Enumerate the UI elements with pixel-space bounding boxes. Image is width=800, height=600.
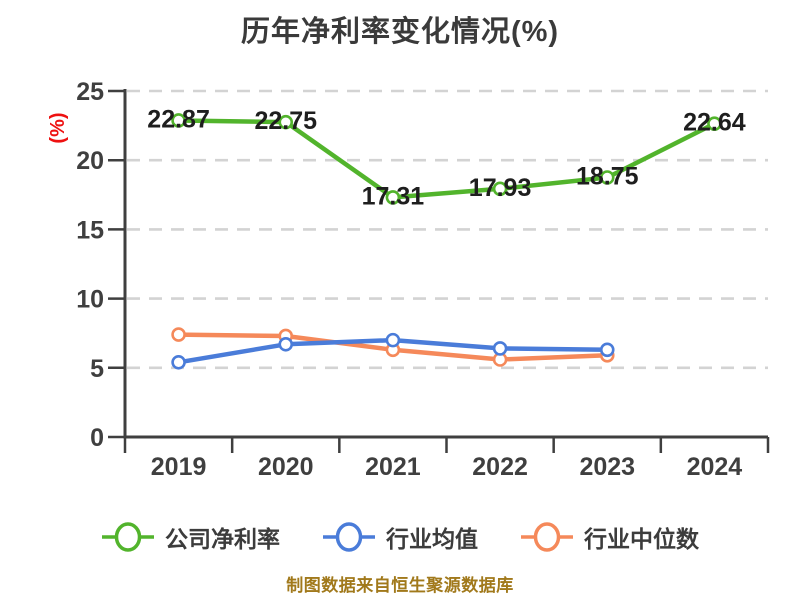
- y-tick-label: 0: [90, 424, 104, 452]
- legend-item-2: 行业中位数: [520, 520, 699, 554]
- y-tick-label: 5: [90, 355, 104, 383]
- data-point-label: 18.75: [576, 163, 639, 191]
- series-line: [176, 118, 717, 200]
- data-point-marker: [492, 181, 508, 197]
- data-point-marker: [707, 116, 722, 131]
- legend-marker-icon: [323, 522, 375, 552]
- x-tick-label: 2023: [579, 453, 635, 481]
- x-tick-label: 2019: [151, 453, 207, 481]
- legend-label: 行业中位数: [584, 526, 699, 552]
- data-point-marker: [171, 327, 186, 342]
- data-point-marker: [278, 336, 294, 352]
- y-tick-label: 25: [76, 78, 104, 106]
- data-point-marker: [385, 332, 401, 348]
- data-point-label: 17.93: [469, 174, 532, 202]
- data-point-label: 22.87: [147, 105, 210, 133]
- data-point-marker: [599, 170, 615, 185]
- data-point-label: 22.75: [254, 107, 317, 135]
- y-axis-unit-label: (%): [47, 112, 69, 143]
- y-tick-label: 15: [76, 216, 104, 244]
- x-tick-label: 2024: [687, 453, 743, 481]
- chart-title: 历年净利率变化情况(%): [240, 16, 560, 48]
- chart-legend: 公司净利率 行业均值 行业中位数: [0, 518, 800, 556]
- legend-item-1: 行业均值: [322, 520, 478, 554]
- data-point-marker: [278, 114, 294, 130]
- data-point-marker: [171, 113, 186, 128]
- x-tick-label: 2021: [365, 453, 421, 481]
- data-point-label: 17.31: [362, 182, 425, 210]
- x-tick-label: 2020: [258, 453, 314, 481]
- data-point-marker: [599, 342, 615, 358]
- data-point-marker: [385, 190, 401, 205]
- y-tick-label: 10: [76, 286, 104, 314]
- legend-item-0: 公司净利率: [101, 520, 280, 554]
- legend-marker-icon: [102, 522, 154, 552]
- legend-marker-icon: [521, 522, 573, 552]
- y-tick-label: 20: [76, 147, 104, 175]
- legend-label: 行业均值: [386, 526, 478, 552]
- data-source-note: 制图数据来自恒生聚源数据库: [286, 576, 514, 595]
- data-point-marker: [492, 341, 508, 356]
- legend-label: 公司净利率: [165, 526, 280, 552]
- data-point-label: 22.64: [683, 109, 746, 137]
- x-tick-label: 2022: [472, 453, 528, 481]
- data-point-marker: [171, 354, 186, 370]
